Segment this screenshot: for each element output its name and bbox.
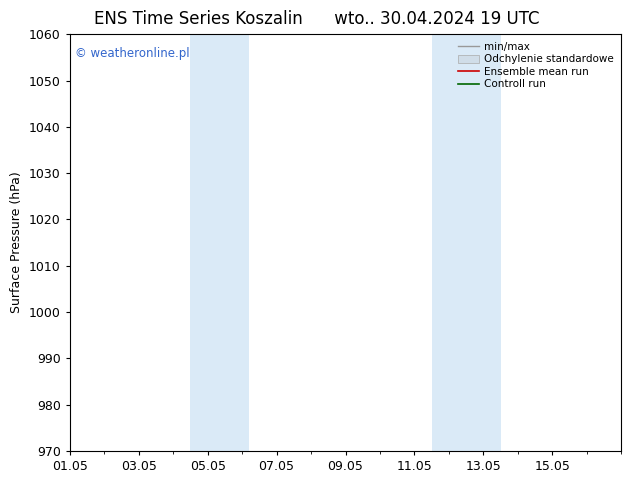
Text: ENS Time Series Koszalin      wto.. 30.04.2024 19 UTC: ENS Time Series Koszalin wto.. 30.04.202… xyxy=(94,10,540,28)
Legend: min/max, Odchylenie standardowe, Ensemble mean run, Controll run: min/max, Odchylenie standardowe, Ensembl… xyxy=(456,40,616,92)
Bar xyxy=(432,34,501,451)
Y-axis label: Surface Pressure (hPa): Surface Pressure (hPa) xyxy=(10,172,23,314)
Bar xyxy=(190,34,249,451)
Text: © weatheronline.pl: © weatheronline.pl xyxy=(75,47,190,60)
